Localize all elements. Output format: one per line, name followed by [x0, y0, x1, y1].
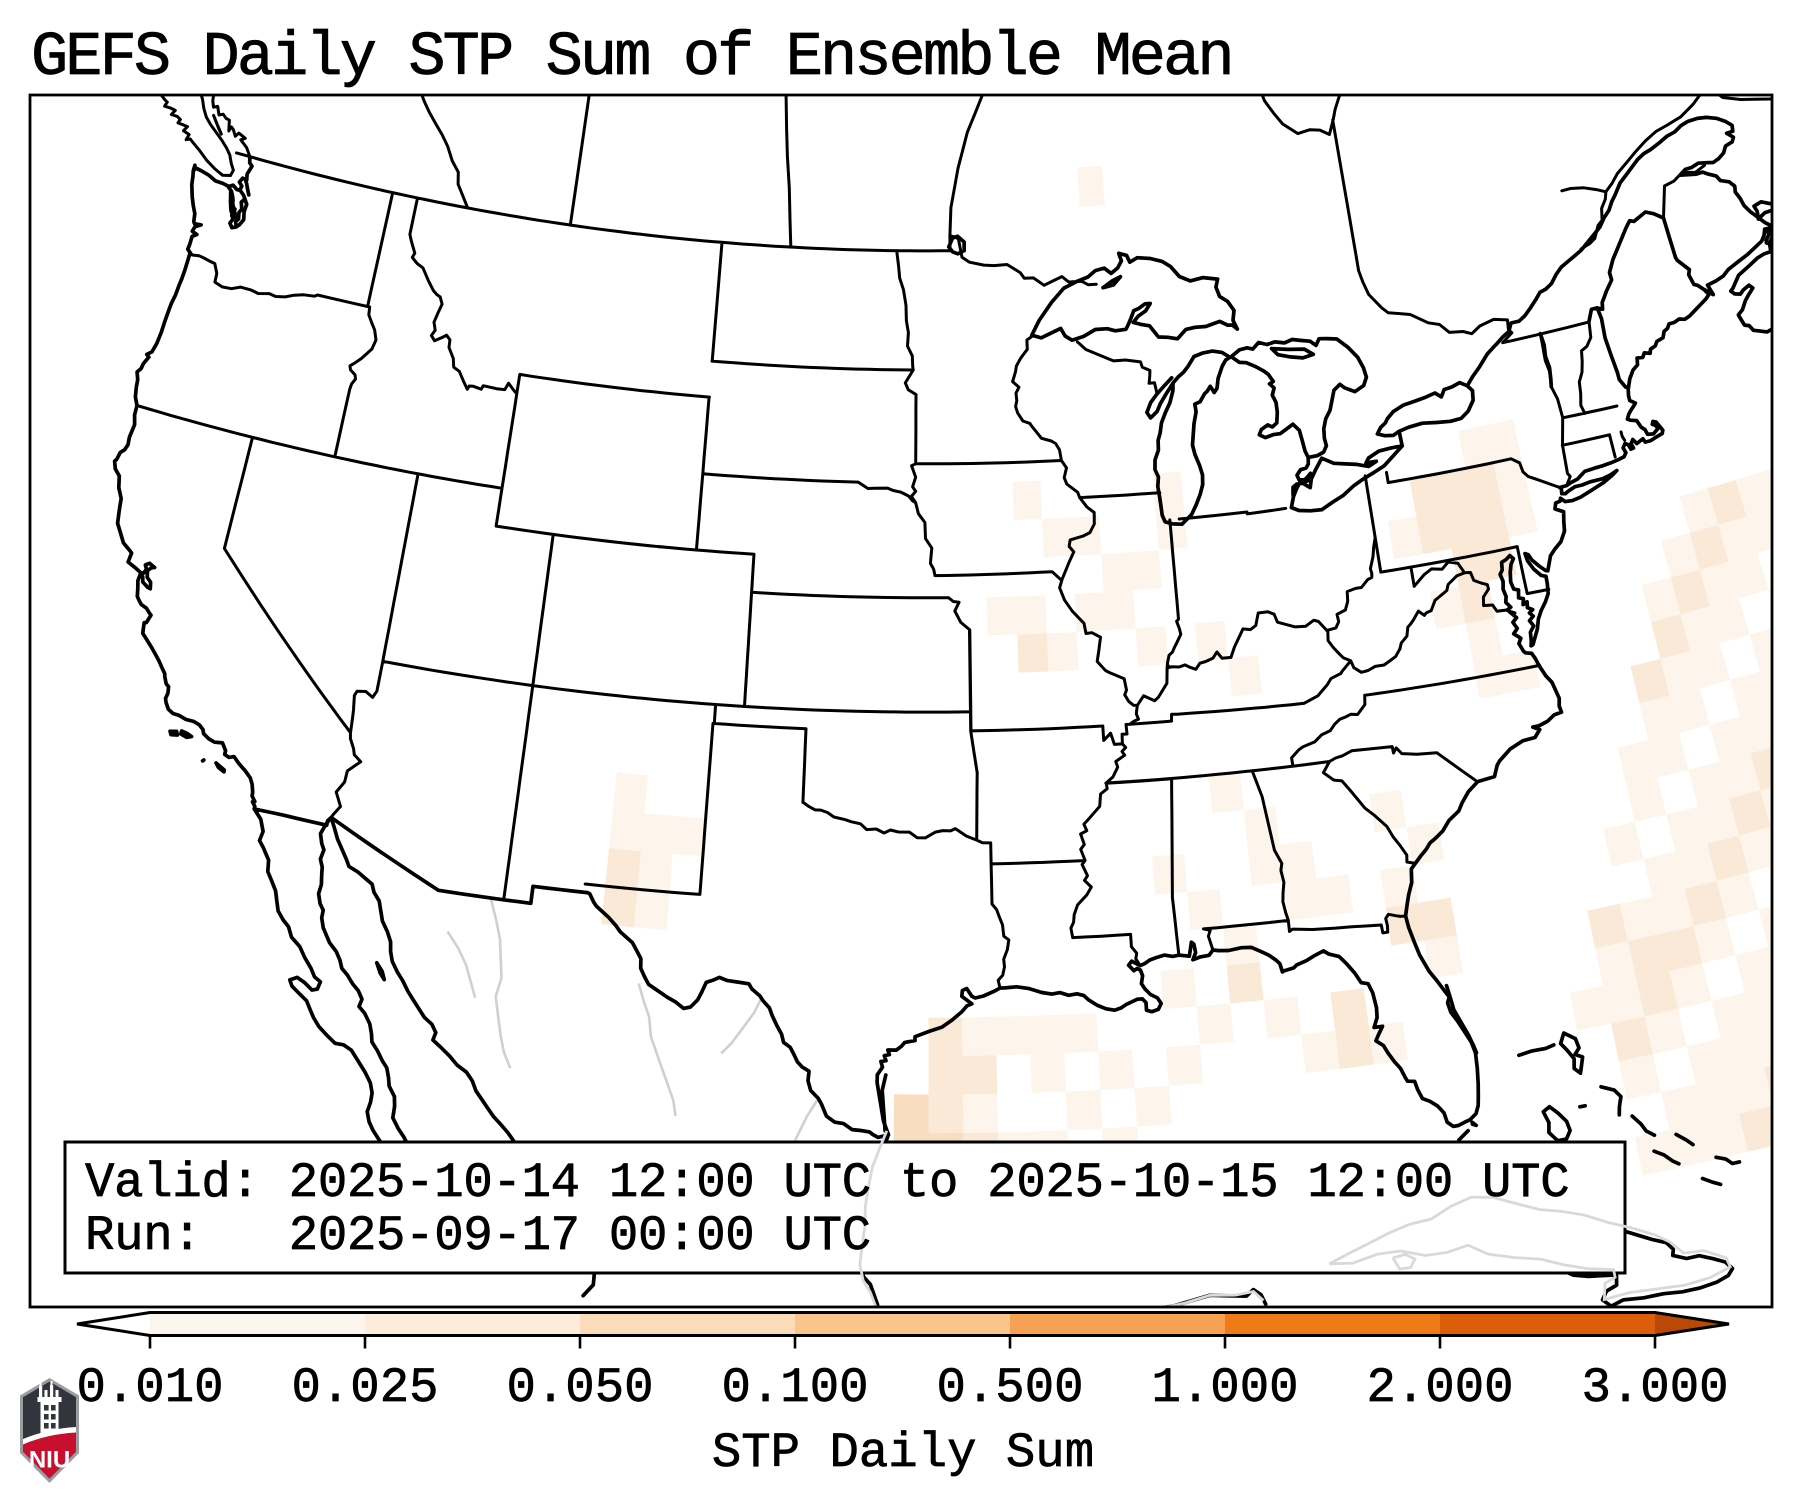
svg-text:3.000: 3.000 [1581, 1360, 1728, 1416]
svg-text:0.010: 0.010 [76, 1360, 223, 1416]
svg-text:0.100: 0.100 [721, 1360, 868, 1416]
svg-text:0.025: 0.025 [291, 1360, 438, 1416]
svg-text:Run: 2025-09-17 00:00 UTC: Run: 2025-09-17 00:00 UTC [85, 1208, 871, 1264]
svg-text:1.000: 1.000 [1151, 1360, 1298, 1416]
svg-text:GEFS Daily STP Sum of Ensemble: GEFS Daily STP Sum of Ensemble Mean [31, 22, 1232, 93]
svg-text:0.500: 0.500 [936, 1360, 1083, 1416]
svg-text:2.000: 2.000 [1366, 1360, 1513, 1416]
svg-text:0.050: 0.050 [506, 1360, 653, 1416]
svg-text:NIU: NIU [29, 1447, 70, 1474]
svg-text:STP Daily Sum: STP Daily Sum [712, 1425, 1094, 1481]
svg-text:Valid: 2025-10-14 12:00 UTC to: Valid: 2025-10-14 12:00 UTC to 2025-10-1… [85, 1155, 1569, 1211]
